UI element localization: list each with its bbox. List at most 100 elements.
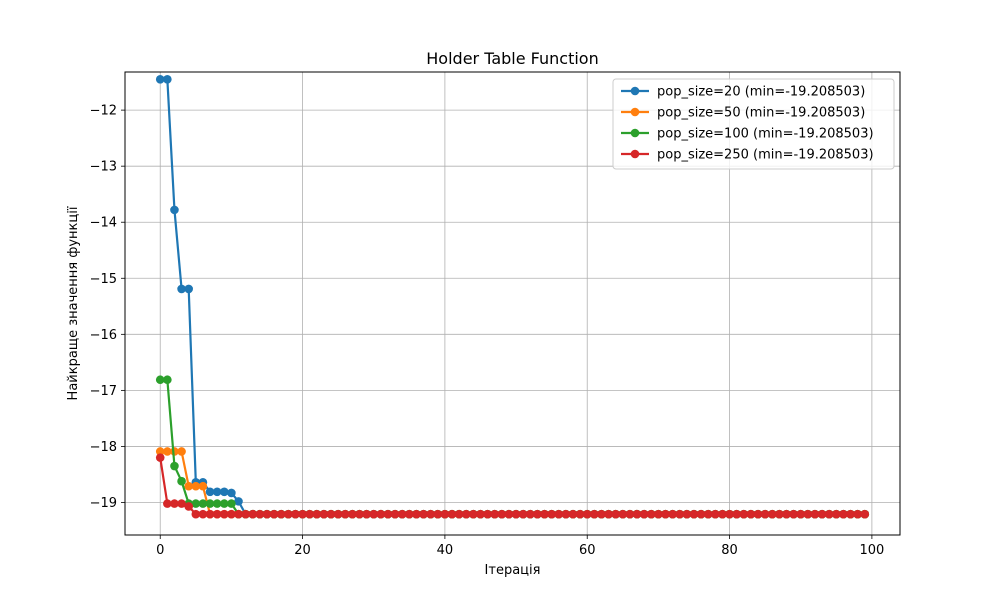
y-tick-label: −13 [90, 160, 117, 175]
data-point [547, 509, 556, 519]
data-point [832, 509, 841, 519]
data-point [760, 509, 770, 519]
data-point [696, 509, 706, 519]
data-point [184, 284, 193, 294]
data-point [732, 509, 741, 519]
data-point [198, 499, 208, 508]
x-tick-label: 40 [437, 543, 454, 558]
data-point [525, 509, 535, 519]
data-point [205, 509, 215, 519]
data-point [846, 509, 855, 519]
data-point [170, 205, 179, 215]
data-point [590, 509, 599, 519]
x-tick-label: 0 [156, 543, 164, 558]
data-point [675, 509, 685, 519]
data-point [440, 509, 450, 519]
data-point [319, 509, 329, 519]
data-point [725, 509, 734, 519]
y-tick-label: −17 [90, 384, 117, 399]
grid [125, 72, 900, 535]
data-point [305, 509, 314, 519]
data-point [177, 284, 186, 294]
data-point [155, 375, 165, 385]
data-point [163, 74, 172, 84]
data-point [170, 499, 179, 508]
data-point [405, 509, 414, 519]
data-point [533, 509, 542, 519]
y-axis-label: Найкраще значення функції [66, 206, 81, 400]
data-point [333, 509, 343, 519]
data-point [376, 509, 386, 519]
data-point [177, 499, 186, 508]
data-point [711, 509, 720, 519]
data-point [184, 502, 193, 511]
data-point [575, 509, 585, 519]
data-point [654, 509, 663, 519]
data-point [554, 509, 564, 519]
data-point [433, 509, 443, 519]
legend-marker [630, 149, 640, 159]
data-point [611, 509, 620, 519]
plot-frame [124, 71, 901, 536]
data-point [789, 509, 798, 519]
data-point [419, 509, 428, 519]
data-point [703, 509, 713, 519]
data-point [262, 509, 272, 519]
data-point [234, 497, 243, 506]
legend-label: pop_size=50 (min=-19.208503) [657, 106, 865, 121]
data-point [383, 509, 393, 519]
legend-marker [630, 86, 640, 96]
data-point [661, 509, 670, 519]
data-point [284, 509, 293, 519]
data-point [426, 509, 435, 519]
y-tick-label: −16 [90, 328, 117, 343]
data-point [582, 509, 592, 519]
x-axis-label: Ітерація [485, 563, 541, 578]
data-point [397, 509, 407, 519]
legend-marker [630, 107, 640, 117]
data-point [170, 461, 179, 471]
data-point [753, 509, 763, 519]
x-tick-label: 60 [579, 543, 596, 558]
data-point [810, 509, 820, 519]
data-point [348, 509, 357, 519]
data-point [198, 481, 208, 491]
data-point [390, 509, 400, 519]
data-point [803, 509, 813, 519]
data-point [632, 509, 642, 519]
data-point [497, 509, 507, 519]
data-point [775, 509, 784, 519]
data-point [518, 509, 528, 519]
data-point [255, 509, 265, 519]
data-point [241, 509, 250, 519]
data-point [469, 509, 478, 519]
legend-box [612, 78, 895, 170]
data-point [860, 509, 870, 519]
data-point [227, 488, 236, 498]
axis-ticks: 0 20 40 60 80 100 −19 −18 −17 −16 −15 −14 −13 −12 [90, 104, 885, 558]
data-point [682, 509, 692, 519]
data-point [198, 509, 208, 519]
data-point [618, 509, 628, 519]
data-point [340, 509, 350, 519]
data-point [561, 509, 571, 519]
series-layer [155, 74, 870, 519]
data-point [219, 509, 229, 519]
data-point [639, 509, 649, 519]
y-tick-label: −19 [90, 496, 117, 511]
data-point [219, 487, 229, 497]
data-point [212, 487, 222, 497]
data-point [163, 447, 172, 456]
data-point [504, 509, 514, 519]
data-point [212, 499, 222, 508]
legend: pop_size=20 (min=-19.208503) pop_size=50 … [612, 78, 895, 170]
data-point [511, 509, 521, 519]
data-point [177, 476, 186, 486]
data-point [191, 499, 201, 508]
data-point [447, 509, 457, 519]
data-point [739, 509, 749, 519]
legend-label: pop_size=250 (min=-19.208503) [657, 148, 874, 163]
data-point [689, 509, 699, 519]
